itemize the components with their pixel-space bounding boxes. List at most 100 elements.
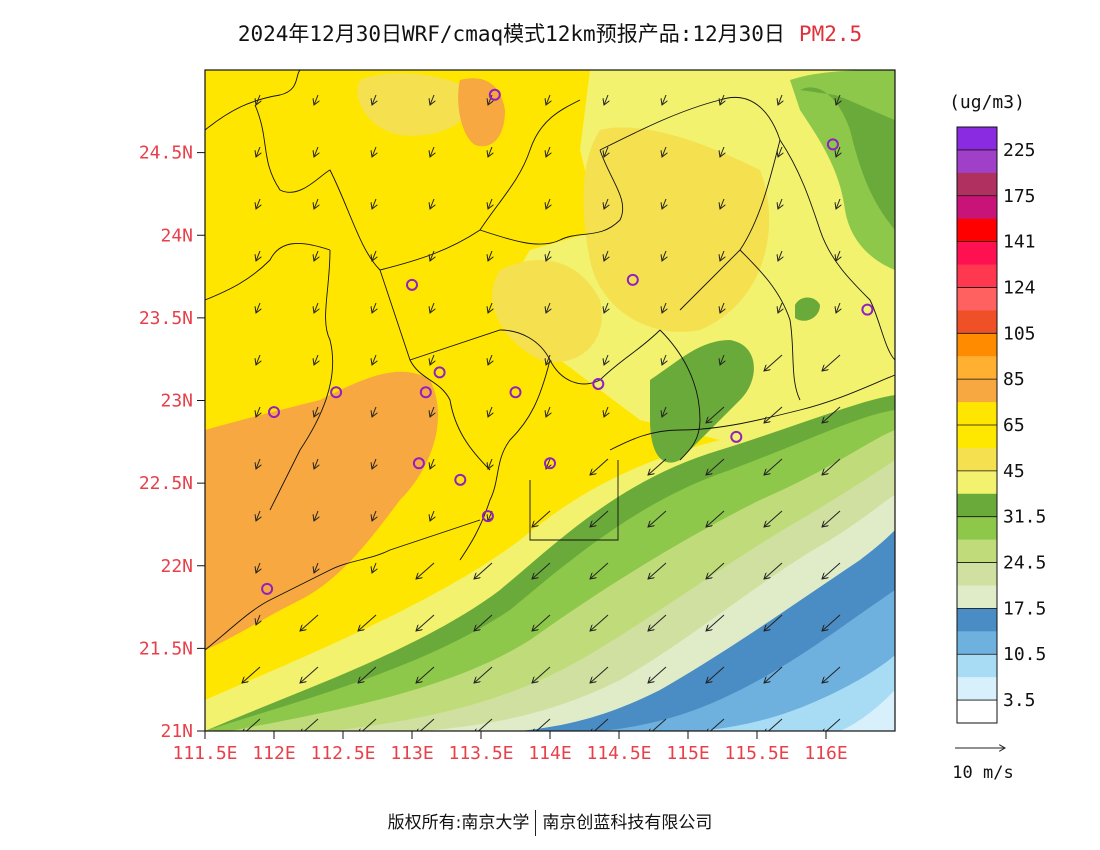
lon-tick-label: 111.5E	[172, 743, 237, 764]
wind-arrow	[532, 718, 551, 731]
lon-tick-label: 116E	[804, 743, 847, 764]
band-10	[600, 590, 895, 731]
wind-arrow	[546, 198, 550, 209]
lat-tick-label: 22.5N	[139, 473, 193, 494]
wind-arrow	[256, 510, 260, 521]
wind-arrow	[720, 94, 724, 105]
colorbar-swatch	[957, 264, 997, 288]
colorbar-swatch	[957, 470, 997, 495]
wind-arrow	[546, 302, 550, 313]
wind-arrow	[662, 146, 666, 157]
wind-arrow	[430, 458, 434, 469]
wind-arrow	[836, 250, 840, 261]
wind-arrow	[430, 250, 434, 261]
lon-tick-label: 115E	[666, 743, 709, 764]
wind-arrow	[764, 458, 783, 475]
wind-arrow	[532, 666, 551, 683]
footer: 版权所有:南京大学 南京创蓝科技有限公司	[0, 808, 1100, 836]
chart-title: 2024年12月30日WRF/cmaq模式12km预报产品:12月30日 PM2.…	[0, 18, 1100, 48]
wind-arrow	[358, 718, 377, 731]
colorbar-swatch	[957, 631, 997, 655]
footer-copyright: 版权所有:南京大学	[387, 813, 530, 833]
lat-tick-label: 24.5N	[139, 143, 193, 164]
wind-arrow	[488, 458, 492, 469]
wind-arrow	[778, 250, 782, 261]
station-marker	[730, 430, 743, 443]
wind-arrow	[546, 146, 550, 157]
wind-arrow	[764, 666, 783, 683]
wind-arrow	[648, 458, 667, 475]
wind-arrow	[372, 458, 376, 469]
lon-tick-label: 114.5E	[586, 743, 651, 764]
wind-arrow	[836, 94, 840, 105]
colorbar-swatch	[957, 218, 997, 243]
station-marker	[826, 138, 839, 151]
wind-arrow	[546, 406, 550, 417]
wind-arrow	[720, 354, 724, 365]
wind-arrow	[474, 614, 493, 631]
wind-arrow	[764, 406, 783, 423]
wind-arrow	[372, 250, 376, 261]
colorbar-label: 45	[1003, 461, 1025, 482]
wind-arrow	[488, 354, 492, 365]
colorbar-label: 85	[1003, 369, 1025, 390]
wind-arrow	[648, 562, 667, 579]
wind-arrow	[662, 302, 666, 313]
colorbar-label: 65	[1003, 415, 1025, 436]
wind-arrow	[764, 562, 783, 579]
colorbar-swatch	[957, 562, 997, 586]
wind-arrow	[764, 718, 783, 731]
wind-arrow	[590, 562, 609, 579]
wind-arrow	[372, 146, 376, 157]
wind-arrow	[720, 250, 724, 261]
monitoring-stations	[261, 88, 874, 595]
colorbar-swatch	[957, 402, 997, 426]
wind-arrow	[822, 510, 841, 527]
colorbar-swatch	[957, 241, 997, 266]
wind-arrow	[648, 614, 667, 631]
wind-arrow	[488, 146, 492, 157]
wind-arrow	[590, 510, 609, 527]
wind-arrow	[836, 198, 840, 209]
wind-arrow	[314, 302, 318, 313]
wind-arrow	[256, 354, 260, 365]
lat-tick-label: 21N	[160, 721, 193, 742]
wind-arrow	[590, 718, 609, 731]
colorbar-swatch	[957, 425, 997, 449]
wind-arrow	[720, 146, 724, 157]
boundaries	[205, 70, 895, 651]
title-pollutant: PM2.5	[798, 22, 863, 46]
wind-arrow	[256, 250, 260, 261]
footer-separator	[535, 810, 537, 836]
lat-axis: 24.5N 24N 23.5N 23N 22.5N 22N 21.5N 21N	[139, 143, 205, 742]
wind-arrow	[430, 94, 434, 105]
wind-arrow	[256, 94, 260, 105]
wind-arrow	[648, 666, 667, 683]
wind-arrow	[430, 510, 434, 521]
wind-arrow	[314, 458, 318, 469]
station-marker	[261, 582, 274, 595]
pm25-field	[205, 70, 895, 731]
wind-arrow	[242, 718, 261, 731]
wind-arrow	[532, 614, 551, 631]
wind-arrow	[604, 406, 608, 417]
station-marker	[626, 273, 639, 286]
colorbar-swatch	[957, 539, 997, 564]
station-marker	[481, 510, 494, 523]
station-marker	[592, 377, 605, 390]
wind-arrow	[822, 666, 841, 683]
wind-arrow	[720, 302, 724, 313]
wind-arrow	[300, 666, 319, 683]
colorbar-swatch	[957, 172, 997, 197]
wind-arrow	[590, 458, 609, 475]
wind-arrow	[256, 562, 260, 573]
wind-arrow	[416, 562, 435, 579]
wind-arrow	[314, 406, 318, 417]
wind-arrow	[474, 666, 493, 683]
patch-green-c	[650, 340, 754, 463]
station-marker	[268, 406, 280, 419]
colorbar-swatch	[957, 493, 997, 518]
wind-arrow	[416, 666, 435, 683]
wind-arrow	[256, 302, 260, 313]
lon-tick-label: 113E	[390, 743, 433, 764]
